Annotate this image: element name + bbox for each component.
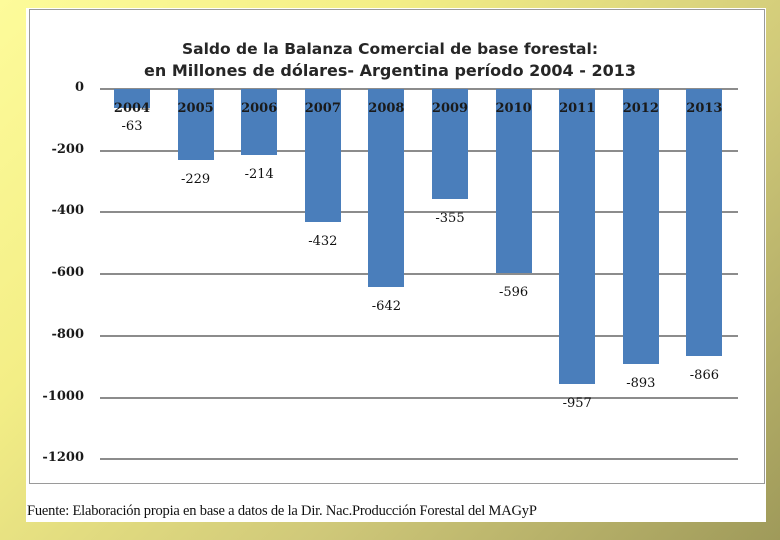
data-value-label: -893	[626, 376, 656, 392]
y-axis-tick-label: -800	[51, 326, 84, 342]
y-axis-tick-label: -1200	[42, 450, 84, 466]
x-axis-category-label: 2012	[622, 101, 659, 116]
bar-2008	[368, 89, 405, 288]
data-value-label: -432	[308, 234, 338, 250]
gridline	[100, 334, 738, 337]
data-value-label: -642	[371, 299, 401, 315]
bar-2006	[241, 89, 278, 156]
x-axis-category-label: 2006	[241, 101, 278, 116]
data-value-label: -214	[244, 167, 274, 183]
y-axis-tick-label: -1000	[42, 388, 84, 404]
x-axis-category-label: 2005	[177, 101, 214, 116]
bar-2013	[686, 89, 723, 357]
data-value-label: -957	[562, 396, 592, 412]
data-value-label: -596	[498, 284, 529, 300]
y-axis-tick-label: -600	[51, 265, 84, 281]
bar-2007	[304, 89, 341, 223]
bar-2009	[432, 89, 468, 199]
bar-2012	[622, 89, 659, 365]
bar-2010	[495, 89, 532, 273]
y-axis-tick-label: 0	[74, 80, 84, 95]
bar-2011	[559, 89, 596, 385]
data-value-label: -866	[689, 368, 719, 384]
bar-2005	[177, 89, 214, 160]
bar-2004	[114, 89, 150, 109]
chart-title-line-2: en Millones de dólares- Argentina períod…	[144, 61, 636, 80]
chart-title: Saldo de la Balanza Comercial de base fo…	[0, 38, 780, 82]
x-axis-category-label: 2011	[559, 101, 596, 116]
gridline	[100, 211, 738, 214]
x-axis-category-label: 2004	[113, 101, 151, 116]
x-axis-category-label: 2013	[686, 101, 723, 116]
data-value-label: -229	[180, 171, 211, 187]
data-value-label: -355	[435, 210, 465, 226]
y-axis-tick-label: -200	[51, 141, 84, 157]
x-axis-category-label: 2009	[431, 101, 469, 116]
gridline	[100, 458, 738, 461]
x-axis-category-label: 2010	[495, 101, 532, 116]
x-axis-category-label: 2007	[304, 101, 341, 116]
data-value-label: -63	[121, 119, 143, 134]
x-axis-category-label: 2008	[368, 101, 405, 116]
y-axis-tick-label: -400	[51, 203, 84, 219]
chart-title-line-1: Saldo de la Balanza Comercial de base fo…	[181, 40, 599, 58]
gridline	[100, 149, 738, 152]
gridline	[100, 396, 738, 399]
gridline	[100, 88, 738, 90]
source-note: Fuente: Elaboración propia en base a dat…	[27, 503, 537, 519]
gridline	[100, 273, 738, 276]
